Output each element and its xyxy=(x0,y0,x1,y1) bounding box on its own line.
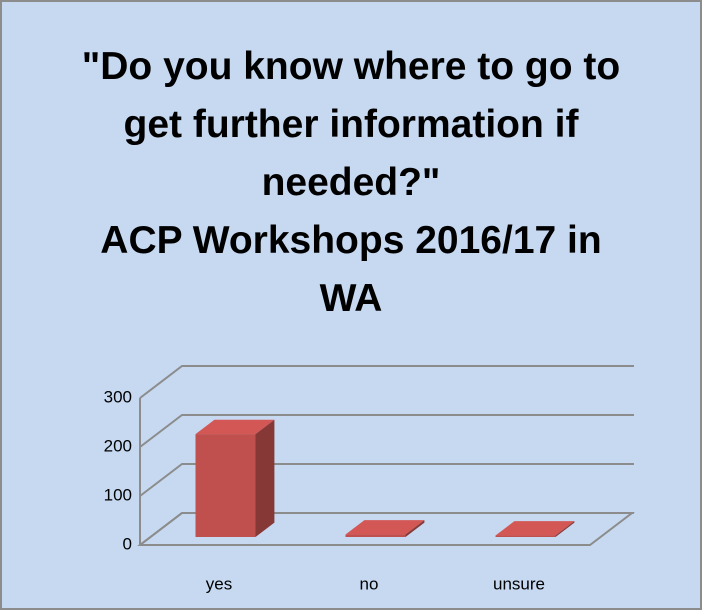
bar xyxy=(495,521,575,537)
bar-side xyxy=(405,520,425,537)
x-tick-label: yes xyxy=(206,574,232,593)
grid-line xyxy=(139,463,634,497)
grid-line xyxy=(139,365,634,399)
bar-top xyxy=(345,520,425,535)
bar xyxy=(345,520,425,537)
chart-subtitle: ACP Workshops 2016/17 in WA xyxy=(100,219,602,320)
y-tick-label: 200 xyxy=(104,436,132,455)
bar xyxy=(195,419,275,537)
bar-top xyxy=(195,419,275,435)
bar-side xyxy=(255,419,275,537)
chart-title: "Do you know where to go to get further … xyxy=(81,45,621,204)
y-tick-label: 300 xyxy=(104,387,132,406)
bar-side xyxy=(555,521,575,537)
bar-front xyxy=(345,534,406,537)
y-tick-label: 100 xyxy=(104,485,132,504)
y-tick-label: 0 xyxy=(123,534,132,553)
bar-front xyxy=(195,434,256,537)
x-tick-label: no xyxy=(360,574,379,593)
bar-front xyxy=(495,535,556,537)
grid-line xyxy=(139,414,634,448)
grid-line xyxy=(139,512,634,546)
titles: "Do you know where to go to get further … xyxy=(2,38,700,328)
x-tick-label: unsure xyxy=(493,574,545,593)
bar-top xyxy=(495,521,575,536)
